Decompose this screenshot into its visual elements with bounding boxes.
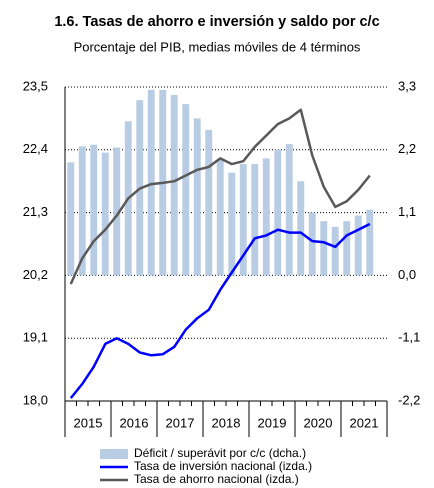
chart-title: 1.6. Tasas de ahorro e inversión y saldo… [54, 14, 379, 30]
bar [320, 221, 328, 276]
bar [366, 209, 374, 276]
y2-tick-label: 3,3 [398, 78, 416, 93]
y2-tick-label: -1,1 [398, 330, 420, 345]
line [69, 222, 371, 399]
bar [285, 144, 293, 276]
y-tick-label: 23,5 [23, 78, 48, 93]
bar [67, 162, 75, 276]
bar [205, 129, 213, 276]
y2-tick-label: 0,0 [398, 267, 416, 282]
x-tick-label: 2015 [74, 415, 103, 430]
x-tick-label: 2017 [166, 415, 195, 430]
bar [101, 152, 109, 276]
bar [239, 164, 247, 276]
chart-subtitle: Porcentaje del PIB, medias móviles de 4 … [74, 39, 361, 54]
y2-tick-label: -2,2 [398, 392, 420, 407]
bar [216, 158, 224, 276]
y-tick-label: 22,4 [23, 141, 48, 156]
line [69, 108, 371, 285]
y-tick-label: 18,0 [23, 392, 48, 407]
bar [354, 215, 362, 276]
legend-label: Tasa de ahorro nacional (izda.) [134, 472, 299, 486]
x-tick-label: 2019 [258, 415, 287, 430]
bar [262, 158, 270, 276]
bar [331, 226, 339, 276]
y-tick-label: 20,2 [23, 267, 48, 282]
x-tick-label: 2018 [212, 415, 241, 430]
bar [182, 104, 190, 276]
y-tick-label: 21,3 [23, 204, 48, 219]
y-tick-label: 19,1 [23, 330, 48, 345]
bar [297, 181, 305, 276]
x-tick-label: 2021 [350, 415, 379, 430]
bar [308, 212, 316, 276]
bar [78, 146, 86, 276]
bar [193, 118, 201, 276]
bar [113, 147, 121, 276]
x-tick-label: 2020 [304, 415, 333, 430]
legend-label: Tasa de inversión nacional (izda.) [134, 459, 312, 473]
bar [90, 144, 98, 276]
x-tick-label: 2016 [120, 415, 149, 430]
bar [274, 149, 282, 276]
y2-tick-label: 1,1 [398, 204, 416, 219]
legend-swatch [100, 449, 128, 459]
y2-tick-label: 2,2 [398, 141, 416, 156]
bar [147, 89, 155, 276]
bar [251, 164, 259, 276]
bar [343, 221, 351, 276]
bar [170, 94, 178, 276]
legend-label: Déficit / superávit por c/c (dcha.) [134, 446, 306, 460]
bar [228, 172, 236, 276]
